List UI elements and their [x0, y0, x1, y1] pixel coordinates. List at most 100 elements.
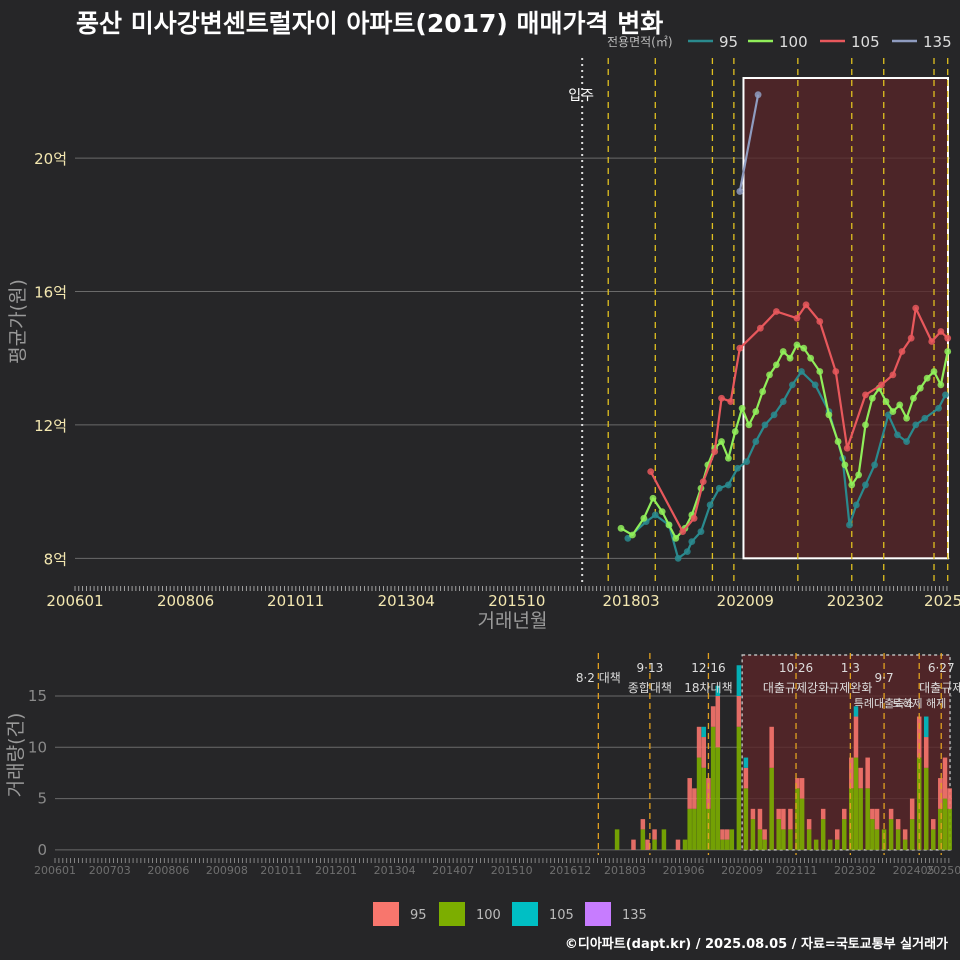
volume-bar-95 [645, 839, 650, 850]
volume-bar-100 [743, 788, 749, 850]
data-point-95 [912, 421, 920, 429]
data-point-100 [841, 461, 849, 469]
data-point-105 [772, 308, 780, 315]
policy-date-label: 12·16 [691, 661, 725, 675]
volume-bar-95 [799, 778, 805, 799]
volume-bar-100 [842, 819, 847, 850]
volume-bar-95 [858, 767, 863, 789]
legend-label-105: 105 [851, 33, 880, 51]
data-point-105 [862, 391, 869, 399]
data-point-105 [907, 334, 915, 342]
series-line-135 [738, 94, 760, 192]
data-point-100 [724, 454, 732, 462]
bar-legend-label-135: 135 [622, 908, 647, 923]
data-point-95 [724, 481, 732, 489]
data-point-95 [697, 528, 705, 536]
volume-bar-95 [757, 808, 763, 830]
volume-bar-100 [736, 726, 742, 850]
data-point-105 [711, 448, 719, 455]
volume-bar-95 [736, 696, 742, 727]
y-tick-label: 8억 [44, 550, 67, 568]
volume-bar-95 [652, 829, 657, 840]
policy-date-label: 6·27 [928, 661, 955, 675]
volume-bar-100 [813, 839, 819, 850]
legend-title: 전용면적(㎡) [607, 35, 673, 49]
x-tick-label: 201011 [267, 592, 324, 610]
data-point-105 [699, 478, 707, 486]
data-point-105 [889, 371, 897, 379]
data-point-95 [715, 484, 723, 492]
data-point-95 [788, 381, 796, 389]
volume-bar-105 [701, 726, 706, 738]
volume-bar-95 [710, 706, 716, 727]
data-point-100 [752, 408, 760, 415]
bar-x-tick-label: 202505 [926, 864, 960, 877]
bar-x-tick-label: 201304 [374, 864, 416, 877]
volume-bar-100 [652, 839, 657, 850]
data-point-105 [802, 301, 810, 309]
policy-subname-label: 토허제 해제 [892, 696, 946, 710]
data-point-100 [930, 368, 938, 375]
data-point-95 [688, 538, 696, 546]
volume-bar-95 [931, 819, 936, 830]
data-point-100 [786, 354, 794, 362]
data-point-100 [882, 398, 890, 405]
data-point-100 [665, 521, 673, 529]
volume-bar-100 [692, 808, 697, 850]
bar-legend-swatch-105 [512, 902, 538, 926]
volume-bar-95 [888, 808, 894, 820]
policy-name-label: 9·7 [875, 671, 894, 685]
data-point-105 [647, 468, 655, 475]
policy-name-label: 규제완화 [828, 681, 872, 695]
data-point-105 [816, 318, 824, 325]
policy-name-label: 종합대책 [628, 680, 672, 695]
bar-legend-label-100: 100 [476, 908, 501, 923]
bar-legend-swatch-135 [585, 902, 611, 926]
data-point-100 [629, 531, 636, 539]
volume-bar-95 [909, 798, 915, 820]
volume-bar-100 [895, 829, 901, 850]
data-point-100 [766, 371, 773, 379]
data-point-105 [756, 324, 764, 332]
bar-x-tick-label: 200806 [147, 864, 189, 877]
data-point-100 [718, 438, 725, 445]
x-axis-title: 거래년월 [478, 610, 548, 632]
volume-bar-100 [710, 726, 716, 850]
policy-name-label: 대출규제 [919, 681, 960, 695]
data-point-100 [779, 348, 787, 355]
data-point-100 [800, 344, 808, 352]
bar-x-tick-label: 202009 [721, 864, 763, 877]
data-point-105 [690, 514, 698, 522]
policy-name-label: 대출규제강화 [763, 681, 829, 695]
bar-legend-label-95: 95 [410, 908, 427, 923]
data-point-95 [852, 501, 860, 509]
bar-y-axis-title: 거래량(건) [5, 713, 27, 798]
bar-x-tick-label: 201407 [432, 864, 474, 877]
data-point-95 [761, 421, 769, 429]
volume-bar-100 [931, 829, 936, 850]
bar-y-tick-label: 10 [28, 738, 47, 756]
volume-bar-100 [640, 829, 646, 850]
legend-label-95: 95 [719, 33, 738, 51]
series-line-105 [649, 303, 949, 533]
data-point-95 [811, 381, 819, 389]
data-point-100 [937, 381, 945, 389]
volume-bar-95 [696, 726, 702, 758]
volume-bar-100 [781, 829, 786, 850]
data-point-100 [896, 401, 904, 409]
bar-x-tick-label: 201906 [663, 864, 705, 877]
bar-legend-label-105: 105 [549, 908, 574, 923]
bar-x-tick-label: 200908 [206, 864, 248, 877]
data-point-100 [848, 481, 856, 489]
data-point-95 [779, 398, 787, 405]
bar-legend-swatch-95 [373, 902, 399, 926]
volume-bar-95 [870, 808, 875, 820]
legend-label-100: 100 [779, 33, 808, 51]
data-point-100 [816, 368, 824, 375]
chart-title: 풍산 미사강변센트럴자이 아파트(2017) 매매가격 변화 [76, 9, 664, 38]
policy-date-label: 1·3 [841, 661, 860, 675]
data-point-95 [935, 404, 942, 412]
data-point-100 [868, 394, 876, 402]
volume-bar-100 [849, 788, 854, 850]
volume-bar-95 [776, 808, 781, 820]
